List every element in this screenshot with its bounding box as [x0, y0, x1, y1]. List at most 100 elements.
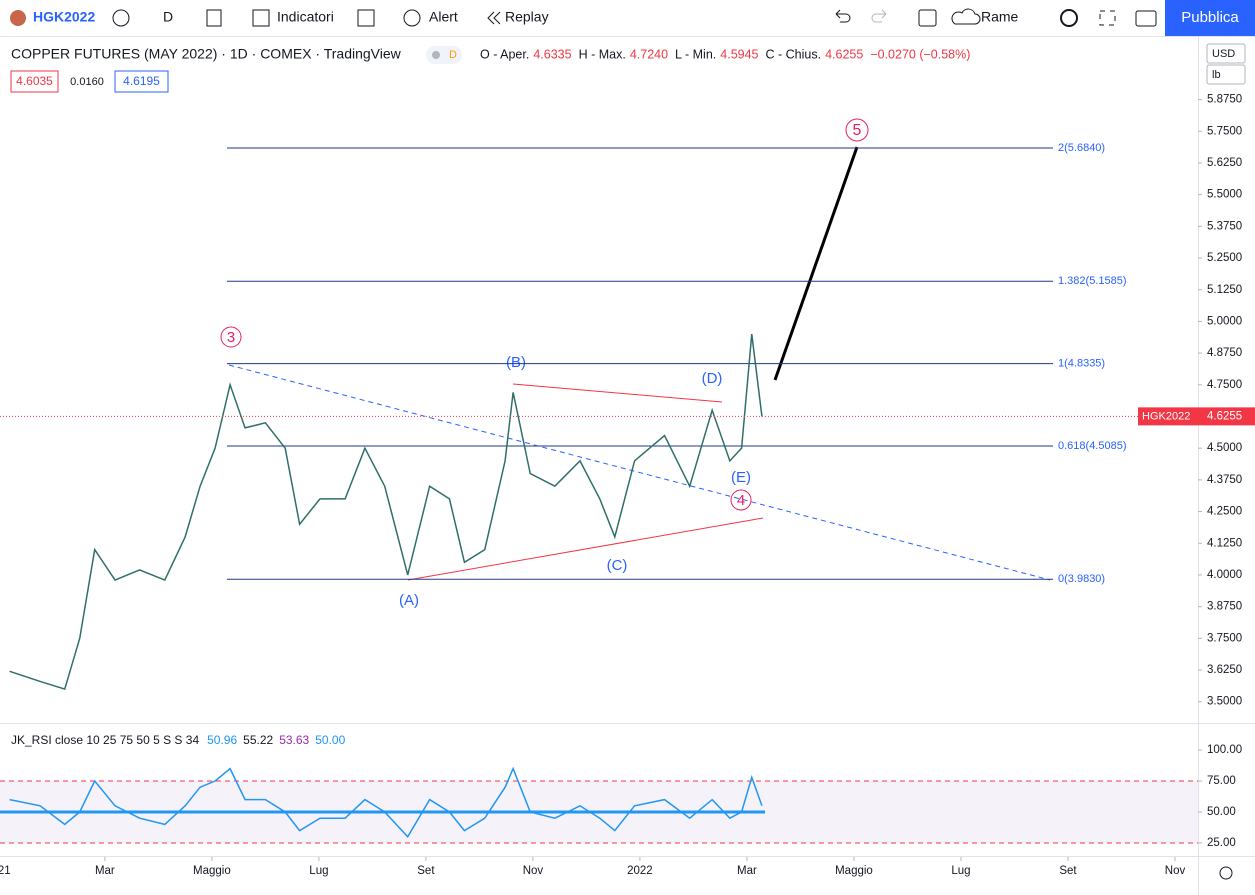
wave-label: (D) — [702, 370, 723, 387]
price-tag-name: HGK2022 — [1142, 410, 1190, 422]
x-tick-label: Lug — [309, 865, 328, 877]
x-tick-label: 2021 — [0, 865, 11, 877]
rsi-y-tick-label: 75.00 — [1207, 775, 1236, 787]
ohlc-label: L - Min. — [675, 47, 716, 61]
publish-button[interactable] — [1165, 0, 1255, 36]
y-tick-label: 5.8750 — [1207, 94, 1242, 106]
unit[interactable]: lb — [1212, 69, 1221, 81]
rsi-y-tick-label: 100.00 — [1207, 744, 1242, 756]
chart-title: COPPER FUTURES (MAY 2022) · 1D · COMEX ·… — [11, 46, 402, 62]
ohlc-label: H - Max. — [579, 47, 626, 61]
y-tick-label: 3.7500 — [1207, 632, 1242, 644]
rsi-title: JK_RSI close 10 25 75 50 5 S S 34 — [11, 733, 199, 747]
wave-label: (A) — [399, 592, 419, 609]
x-tick-label: Maggio — [193, 865, 231, 877]
currency[interactable]: USD — [1212, 48, 1235, 60]
x-tick-label: Lug — [951, 865, 970, 877]
x-tick-label: Set — [417, 865, 435, 877]
y-tick-label: 5.2500 — [1207, 252, 1242, 264]
x-tick-label: 2022 — [627, 865, 653, 877]
fib-label: 1.382(5.1585) — [1058, 275, 1127, 287]
y-tick-label: 4.5000 — [1207, 442, 1242, 454]
y-tick-label: 5.3750 — [1207, 220, 1242, 232]
interval[interactable]: D — [163, 9, 173, 25]
layout-button[interactable] — [918, 9, 937, 27]
alert-button[interactable]: Alert — [429, 9, 458, 25]
flag: D — [449, 49, 457, 61]
rsi-legend-value: 55.22 — [243, 733, 273, 747]
redo-button[interactable] — [871, 9, 887, 23]
y-tick-label: 5.6250 — [1207, 157, 1242, 169]
fib-label: 0.618(4.5085) — [1058, 440, 1127, 452]
ohlc-value: 4.6335 — [533, 47, 571, 61]
y-tick-label: 4.7500 — [1207, 379, 1242, 391]
axis-settings-button[interactable] — [1219, 866, 1233, 880]
unit-button[interactable] — [1206, 64, 1246, 85]
templates-button[interactable] — [357, 9, 375, 27]
y-tick-label: 4.1250 — [1207, 537, 1242, 549]
replay-button[interactable]: Replay — [505, 9, 549, 25]
layout-name[interactable]: Rame — [981, 9, 1019, 25]
triangle-lower — [407, 517, 764, 581]
spread: 0.0160 — [70, 76, 104, 88]
y-tick-label: 5.1250 — [1207, 284, 1242, 296]
wave-circle — [220, 326, 242, 348]
ohlc-label: C - Chius. — [766, 47, 822, 61]
snapshot-button[interactable] — [1135, 10, 1157, 27]
y-tick-label: 5.5000 — [1207, 189, 1242, 201]
x-tick-label: Set — [1059, 865, 1077, 877]
indicators-icon[interactable] — [252, 9, 270, 27]
alert-icon[interactable] — [403, 9, 421, 27]
ohlc-label: O - Aper. — [480, 47, 529, 61]
settings-button[interactable] — [1060, 9, 1078, 27]
fib-label: 0(3.9830) — [1058, 573, 1105, 585]
flag-dot — [432, 51, 440, 59]
y-tick-label: 4.2500 — [1207, 506, 1242, 518]
undo-button[interactable] — [835, 9, 851, 23]
compare-button[interactable] — [112, 9, 130, 27]
y-tick-label: 5.7500 — [1207, 125, 1242, 137]
wave-circle — [845, 118, 869, 142]
currency-button[interactable] — [1206, 43, 1246, 64]
y-tick-label: 5.0000 — [1207, 315, 1242, 327]
ask[interactable]: 4.6195 — [123, 74, 160, 88]
publish-label[interactable]: Pubblica — [1181, 9, 1239, 26]
wave-label: 5 — [853, 122, 862, 139]
indicators-button[interactable]: Indicatori — [277, 9, 334, 25]
fib-label: 1(4.8335) — [1058, 358, 1105, 370]
rsi-y-tick-label: 25.00 — [1207, 837, 1236, 849]
x-tick-label: Mar — [737, 865, 757, 877]
x-tick-label: Nov — [1165, 865, 1186, 877]
rsi-y-tick-label: 50.00 — [1207, 806, 1236, 818]
y-tick-label: 3.8750 — [1207, 601, 1242, 613]
symbol-icon[interactable] — [10, 10, 26, 26]
triangle-upper — [512, 383, 723, 403]
bars-style-button[interactable] — [206, 9, 222, 27]
x-tick-label: Nov — [523, 865, 544, 877]
fullscreen-button[interactable] — [1099, 10, 1116, 26]
wave-label: 4 — [737, 492, 745, 509]
series-line — [9, 334, 763, 690]
wave-label: (E) — [731, 469, 751, 486]
rsi-legend-value: 50.00 — [315, 733, 345, 747]
x-tick-label: Mar — [95, 865, 115, 877]
wave-label: 3 — [227, 329, 235, 346]
bid[interactable]: 4.6035 — [16, 74, 53, 88]
bid-box[interactable] — [10, 70, 59, 93]
replay-icon[interactable] — [487, 11, 501, 25]
ohlc-value: 4.5945 — [720, 47, 758, 61]
ask-box[interactable] — [114, 70, 169, 93]
ohlc-value: 4.6255 — [825, 47, 863, 61]
x-tick-label: Maggio — [835, 865, 873, 877]
wave-circle — [730, 489, 752, 511]
ohlc-value: 4.7240 — [630, 47, 668, 61]
toolbar — [0, 0, 1255, 36]
series-line — [9, 766, 763, 839]
wave-label: (C) — [607, 557, 628, 574]
y-tick-label: 3.5000 — [1207, 696, 1242, 708]
cloud-icon[interactable] — [951, 8, 981, 25]
symbol[interactable]: HGK2022 — [33, 9, 95, 25]
y-tick-label: 4.0000 — [1207, 569, 1242, 581]
price-tag — [1138, 407, 1255, 426]
